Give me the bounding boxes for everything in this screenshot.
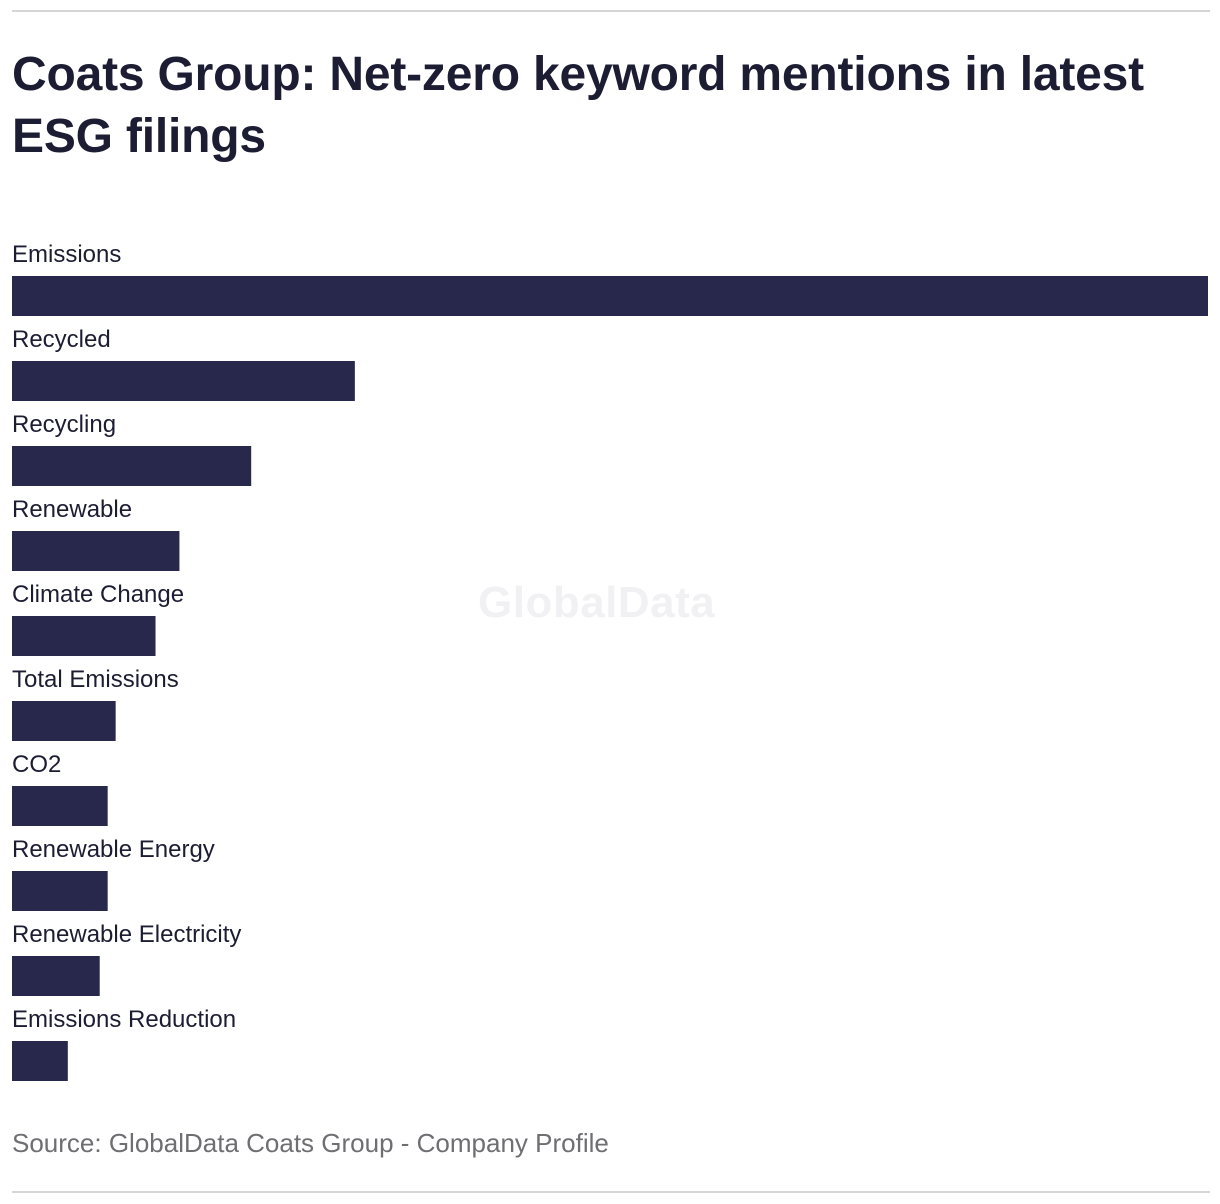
bar[interactable] xyxy=(12,616,156,656)
bar[interactable] xyxy=(12,1041,68,1081)
bar[interactable] xyxy=(12,701,116,741)
bar-label: Emissions xyxy=(12,241,121,268)
bar[interactable] xyxy=(12,531,180,571)
chart-title: Coats Group: Net-zero keyword mentions i… xyxy=(12,48,1144,163)
bar[interactable] xyxy=(12,276,1208,316)
bar-label: CO2 xyxy=(12,751,61,778)
watermark: GlobalData xyxy=(478,578,716,627)
bottom-divider xyxy=(12,1191,1210,1193)
bar-label: Renewable Electricity xyxy=(12,921,241,948)
bar-label: Renewable Energy xyxy=(12,836,215,863)
bar-label: Total Emissions xyxy=(12,666,179,693)
bar-label: Recycled xyxy=(12,326,111,353)
bar[interactable] xyxy=(12,446,252,486)
bar[interactable] xyxy=(12,361,355,401)
bar-label: Renewable xyxy=(12,496,132,523)
bar[interactable] xyxy=(12,956,100,996)
bar-label: Recycling xyxy=(12,411,116,438)
source-note: Source: GlobalData Coats Group - Company… xyxy=(12,1128,609,1158)
bar-label: Climate Change xyxy=(12,581,184,608)
bar[interactable] xyxy=(12,786,108,826)
bar[interactable] xyxy=(12,871,108,911)
top-divider xyxy=(12,10,1210,12)
bar-label: Emissions Reduction xyxy=(12,1006,236,1033)
